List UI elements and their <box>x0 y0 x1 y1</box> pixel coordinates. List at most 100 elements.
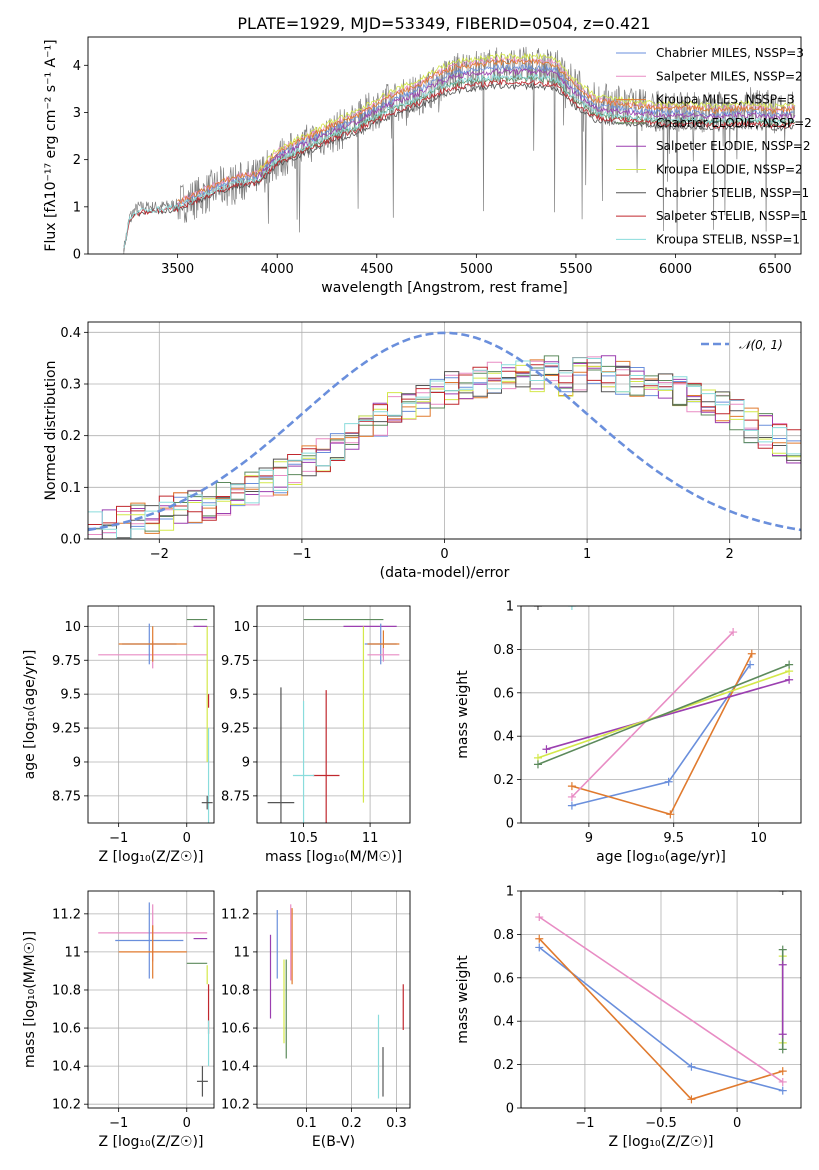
residuals-frame <box>87 321 802 540</box>
mass-vs-Z-xtick-label: 0 <box>183 1116 191 1131</box>
mass-vs-Z-plot <box>98 902 210 1097</box>
weight-line-2 <box>538 916 784 1083</box>
weight-marker-4-1 <box>778 945 787 954</box>
residual-hist-8 <box>88 357 801 539</box>
weight-vs-age-xtick-label: 10 <box>750 831 767 846</box>
model-line-2 <box>177 58 795 205</box>
weight-marker-2-0 <box>535 913 544 922</box>
residuals-xtick-label: −1 <box>292 547 311 562</box>
spectrum-xtick-label: 3500 <box>161 262 194 277</box>
weight-vs-Z-ytick-label: 0 <box>506 1102 514 1117</box>
model-line-7 <box>123 78 795 248</box>
gaussian-legend-label: 𝒩(0, 1) <box>739 338 783 352</box>
age-vs-Z-plot <box>98 618 213 823</box>
residuals-xtick-label: 0 <box>440 547 448 562</box>
spectrum-ylabel: Flux [fλ10⁻¹⁷ erg cm⁻² s⁻¹ A⁻¹] <box>43 39 59 251</box>
age-vs-mass-frame <box>256 605 411 824</box>
spectrum-xtick-label: 6500 <box>759 262 792 277</box>
weight-line-5 <box>537 663 790 766</box>
weight-marker-1-1 <box>687 1095 696 1104</box>
spectrum-xlabel: wavelength [Angstrom, rest frame] <box>321 280 567 296</box>
weight-vs-age-ytick-label: 1 <box>506 600 514 615</box>
residuals-ytick-label: 0.2 <box>60 429 81 444</box>
weight-marker-0-0 <box>535 943 544 952</box>
spectrum-xtick-label: 4500 <box>360 262 393 277</box>
residuals-xtick-label: −2 <box>150 547 169 562</box>
mass-vs-Z-frame <box>87 890 215 1109</box>
age-vs-Z-ytick-label: 9 <box>73 755 81 770</box>
weight-marker-5-1 <box>785 660 794 669</box>
mass-vs-Z-ytick-label: 11.2 <box>52 907 81 922</box>
weight-marker-0-1 <box>687 1062 696 1071</box>
mass-vs-EBV-frame <box>256 890 411 1109</box>
mass-vs-EBV-ytick-label: 10.4 <box>221 1060 250 1075</box>
legend-label-1: Salpeter MILES, NSSP=2 <box>656 69 803 83</box>
weight-line-3 <box>546 679 790 750</box>
legend-label-2: Kroupa MILES, NSSP=3 <box>656 93 795 107</box>
spectrum-ytick-label: 4 <box>73 59 81 74</box>
spectrum-xtick-label: 4000 <box>261 262 294 277</box>
weight-marker-5-0 <box>533 760 542 769</box>
mass-vs-Z-xlabel: Z [log₁₀(Z/Z☉)] <box>99 1134 204 1150</box>
age-vs-mass-ytick-label: 9 <box>242 755 250 770</box>
residuals-xtick-label: 1 <box>583 547 591 562</box>
spectrum-panel: 3500 4000 4500 5000 5500 6000 6500 0 1 2 3 4 wavelen… <box>43 36 812 296</box>
age-vs-mass-ytick-label: 9.25 <box>221 722 250 737</box>
weight-marker-1-0 <box>535 934 544 943</box>
residual-hist-7 <box>88 357 801 525</box>
weight-marker-1-2 <box>778 1067 787 1076</box>
residuals-ytick-label: 0.3 <box>60 378 81 393</box>
weight-vs-age-ylabel: mass weight <box>455 670 471 759</box>
mass-vs-Z-ylabel: mass [log₁₀(M/M☉)] <box>22 931 38 1068</box>
mass-vs-EBV-ytick-label: 11.2 <box>221 907 250 922</box>
weight-vs-Z-ylabel: mass weight <box>455 955 471 1044</box>
age-vs-mass-panel: 10.5 11 8.75 9 9.25 9.5 9.75 10 mass [log₁₀(M/M☉… <box>221 605 411 865</box>
weight-vs-Z-xtick-label: 0 <box>733 1116 741 1131</box>
weight-marker-1-0 <box>567 782 576 791</box>
age-vs-mass-ytick-label: 9.75 <box>221 654 250 669</box>
weight-marker-0-0 <box>567 801 576 810</box>
weight-marker-7-0 <box>567 606 576 610</box>
age-vs-Z-ytick-label: 9.75 <box>52 654 81 669</box>
legend-label-8: Kroupa STELIB, NSSP=1 <box>656 232 800 246</box>
weight-vs-Z-panel: −1 −0.5 0 0 0.2 0.4 0.6 0.8 1 Z [log₁₀(Z/Z☉)] mass… <box>455 885 802 1150</box>
legend-label-7: Salpeter STELIB, NSSP=1 <box>656 209 808 223</box>
mass-vs-EBV-plot <box>269 904 404 1099</box>
mass-vs-EBV-xtick-label: 0.2 <box>341 1116 362 1131</box>
age-vs-mass-ytick-label: 10 <box>233 620 250 635</box>
mass-vs-Z-ytick-label: 11 <box>64 945 81 960</box>
weight-vs-Z-frame <box>520 890 802 1109</box>
residuals-plot <box>88 331 801 539</box>
weight-marker-4-0 <box>778 1045 787 1054</box>
model-line-1 <box>177 56 795 206</box>
weight-vs-age-panel: 9 9.5 10 0 0.2 0.4 0.6 0.8 1 age [log₁₀(age/yr)] m… <box>455 600 802 865</box>
weight-vs-Z-ytick-label: 0.2 <box>493 1058 514 1073</box>
weight-marker-2-1 <box>729 628 738 637</box>
mass-vs-EBV-ytick-label: 10.6 <box>221 1022 250 1037</box>
mass-vs-Z-ytick-label: 10.6 <box>52 1022 81 1037</box>
weight-marker-6-0 <box>533 606 542 610</box>
mass-vs-EBV-xtick-label: 0.3 <box>386 1116 407 1131</box>
weight-vs-age-ytick-label: 0 <box>506 817 514 832</box>
weight-vs-age-xtick-label: 9.5 <box>663 831 684 846</box>
mass-vs-Z-xtick-label: −1 <box>109 1116 128 1131</box>
residuals-xtick-label: 2 <box>726 547 734 562</box>
weight-vs-Z-ytick-label: 0.8 <box>493 928 514 943</box>
weight-vs-age-xlabel: age [log₁₀(age/yr)] <box>596 849 726 865</box>
age-vs-Z-panel: −1 0 8.75 9 9.25 9.5 9.75 10 Z [log₁₀(Z/Z☉)] age … <box>22 605 215 865</box>
age-vs-Z-xtick-label: 0 <box>183 831 191 846</box>
weight-marker-3-1 <box>785 675 794 684</box>
weight-vs-age-ytick-label: 0.8 <box>493 643 514 658</box>
spectrum-xtick-label: 5000 <box>460 262 493 277</box>
model-line-4 <box>256 68 796 180</box>
weight-marker-2-0 <box>567 792 576 801</box>
legend-label-6: Chabrier STELIB, NSSP=1 <box>656 186 809 200</box>
weight-vs-age-ytick-label: 0.6 <box>493 686 514 701</box>
spectrum-legend: Chabrier MILES, NSSP=3 Salpeter MILES, NS… <box>616 46 812 246</box>
model-line-5 <box>257 52 796 172</box>
age-vs-mass-xtick-label: 11 <box>362 831 379 846</box>
weight-marker-0-2 <box>746 660 755 669</box>
weight-marker-1-2 <box>747 649 756 658</box>
weight-vs-Z-xlabel: Z [log₁₀(Z/Z☉)] <box>609 1134 714 1150</box>
